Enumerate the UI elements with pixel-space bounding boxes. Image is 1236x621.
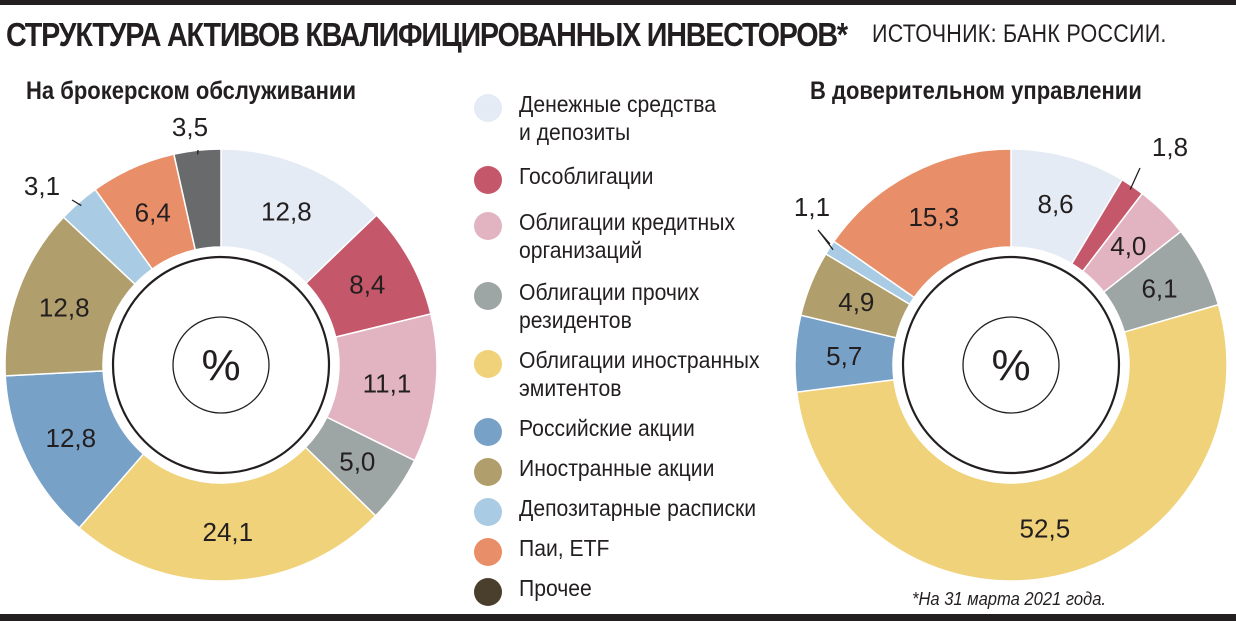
data-label: 3,1	[24, 171, 60, 201]
data-label: 1,1	[794, 192, 830, 222]
percent-symbol: %	[201, 341, 240, 390]
leader-line	[71, 199, 82, 207]
data-label: 8,6	[1037, 189, 1073, 219]
data-label: 6,1	[1141, 274, 1177, 304]
data-label: 12,8	[39, 292, 90, 322]
donut-hole	[103, 247, 339, 483]
footnote: *На 31 марта 2021 года.	[912, 589, 1107, 609]
center-ring	[172, 316, 270, 414]
legend-swatch	[474, 282, 502, 310]
inner-ring	[901, 255, 1121, 475]
legend-label: Паи, ETF	[519, 535, 610, 561]
header: СТРУКТУРА АКТИВОВ КВАЛИФИЦИРОВАННЫХ ИНВЕ…	[0, 14, 1236, 60]
data-label: 12,8	[45, 423, 96, 453]
inner-ring	[111, 255, 331, 475]
legend-label: Облигации прочих резидентов	[519, 279, 700, 333]
legend-swatch	[474, 578, 502, 606]
leader-line	[817, 229, 834, 251]
left-chart-title: На брокерском обслуживании	[26, 77, 356, 105]
bottom-rule	[0, 614, 1236, 621]
data-label: 5,7	[826, 341, 862, 371]
legend-label: Облигации иностранных эмитентов	[519, 347, 760, 401]
leader-line	[1129, 167, 1141, 190]
data-label: 52,5	[1020, 514, 1071, 544]
donut-chart-trust: 8,6 1,8 4,0 6,1 52,5 5,7 4,9 1,1 15,3%	[794, 132, 1228, 582]
legend-label: Прочее	[519, 575, 592, 601]
data-label: 8,4	[349, 270, 385, 300]
center-ring	[962, 316, 1060, 414]
data-label: 1,8	[1152, 132, 1188, 162]
legend-swatch	[474, 458, 502, 486]
data-label: 15,3	[908, 202, 959, 232]
data-label: 11,1	[363, 368, 412, 398]
data-label: 5,0	[339, 446, 375, 476]
donut-hole	[893, 247, 1129, 483]
legend-swatch	[474, 350, 502, 378]
legend-label: Депозитарные расписки	[519, 495, 757, 521]
source-note: ИСТОЧНИК: БАНК РОССИИ.	[872, 20, 1167, 48]
right-chart-title: В доверительном управлении	[810, 77, 1142, 105]
legend-label: Облигации кредитных организаций	[519, 209, 736, 263]
donut-chart-brokerage: 12,8 8,4 11,1 5,0 24,1 12,8 12,8 3,1 6,4 3,5%	[4, 112, 438, 582]
legend-label: Иностранные акции	[519, 455, 715, 481]
chart-title: СТРУКТУРА АКТИВОВ КВАЛИФИЦИРОВАННЫХ ИНВЕ…	[6, 16, 848, 53]
legend-label: Денежные средства и депозиты	[519, 91, 716, 145]
data-label: 4,9	[838, 287, 874, 317]
data-label: 4,0	[1110, 231, 1146, 261]
data-label: 12,8	[261, 196, 312, 226]
legend-swatch	[474, 212, 502, 240]
data-label: 6,4	[135, 198, 171, 228]
legend-swatch	[474, 418, 502, 446]
data-label: 24,1	[203, 517, 254, 547]
legend-label: Гособлигации	[519, 163, 654, 189]
legend-label: Российские акции	[519, 415, 695, 441]
data-label: 3,5	[172, 112, 208, 142]
legend-swatch	[474, 498, 502, 526]
top-rule	[0, 0, 1236, 5]
percent-symbol: %	[991, 341, 1030, 390]
legend-swatch	[474, 94, 502, 122]
legend-swatch	[474, 166, 502, 194]
legend-swatch	[474, 538, 502, 566]
